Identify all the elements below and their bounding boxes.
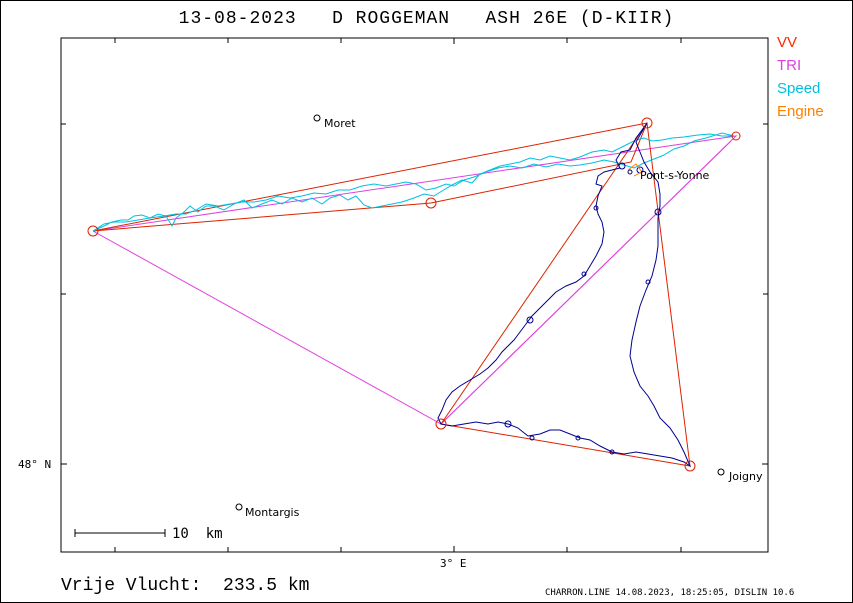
latitude-label: 48° N (18, 458, 51, 471)
place-moret: Moret (324, 117, 356, 130)
place-pont-s-yonne: Pont-s-Yonne (640, 169, 710, 182)
axis-ticks (61, 38, 768, 552)
place-montargis: Montargis (245, 506, 300, 519)
plot-frame (60, 37, 769, 553)
task-lines (92, 122, 691, 467)
footer-credit: CHARRON.LINE 14.08.2023, 18:25:05, DISLI… (545, 588, 795, 598)
legend-speed: Speed (777, 80, 821, 97)
longitude-label: 3° E (440, 557, 467, 570)
legend-engine: Engine (777, 103, 824, 120)
legend-tri: TRI (777, 57, 802, 74)
turnpoints (87, 117, 741, 472)
place-markers (235, 114, 725, 511)
engine-marks (627, 163, 643, 177)
scale-label: 10 km (172, 526, 223, 542)
scale-bar (74, 529, 166, 537)
place-joigny: Joigny (728, 470, 763, 483)
tri-line-2 (440, 140, 732, 425)
map-title: 13-08-2023 D ROGGEMAN ASH 26E (D-KIIR) (178, 9, 675, 29)
legend-vv: VV (777, 34, 798, 51)
thermal-circles (504, 162, 662, 455)
speed-track (92, 132, 735, 232)
free-flight-distance: Vrije Vlucht: 233.5 km (61, 576, 310, 596)
flight-track (437, 122, 692, 468)
